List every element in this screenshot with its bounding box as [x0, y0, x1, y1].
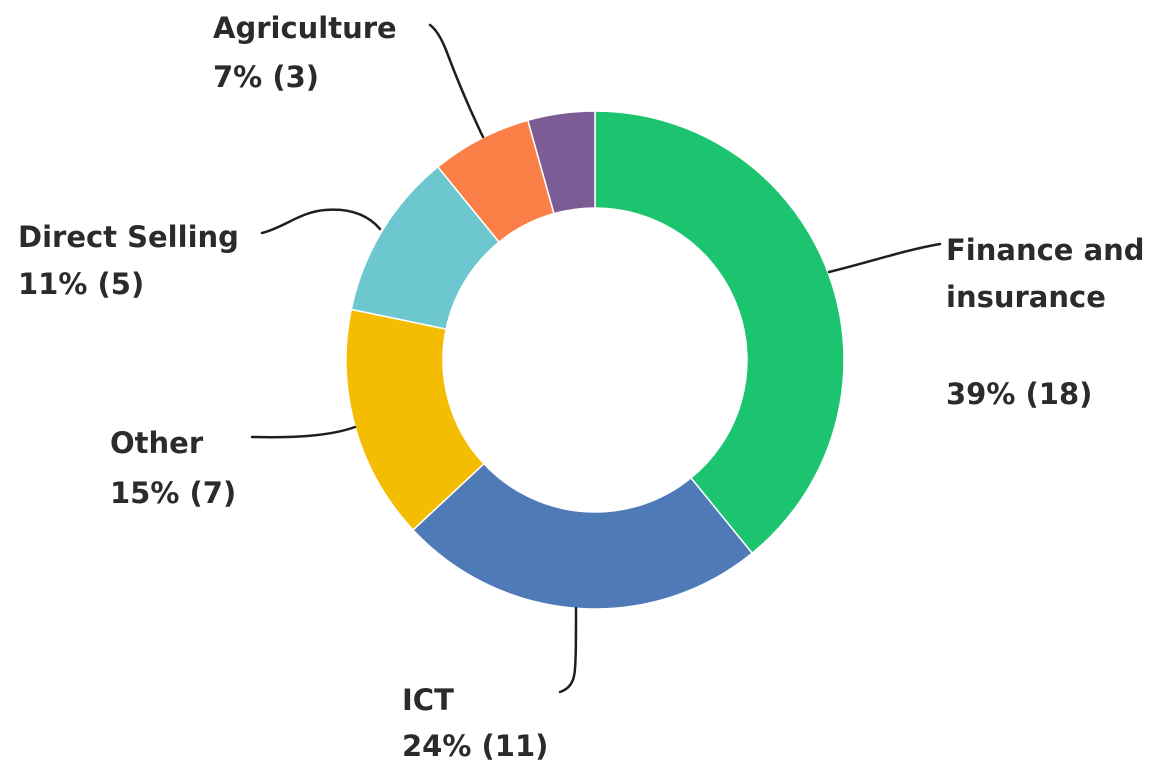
donut-slices	[345, 110, 845, 610]
donut-slice-finance-and-insurance	[594, 110, 845, 555]
slice-value-agriculture: 7% (3)	[213, 60, 319, 94]
slice-value-finance: 39% (18)	[946, 377, 1092, 411]
slice-value-direct-selling: 11% (5)	[18, 267, 144, 301]
slice-value-ict: 24% (11)	[402, 729, 548, 763]
leader-line-other	[250, 425, 357, 439]
donut-slice-unlabeled	[526, 110, 596, 215]
leader-line-direct-selling	[260, 208, 382, 235]
slice-label-agriculture: Agriculture	[213, 11, 397, 45]
leader-line-agriculture	[428, 23, 485, 139]
slice-label-other: Other	[110, 426, 204, 460]
slice-label-direct-selling: Direct Selling	[18, 220, 239, 254]
leader-line-ict	[558, 606, 578, 694]
leader-lines	[250, 23, 942, 694]
leader-line-finance	[827, 242, 942, 274]
slice-label-ict: ICT	[402, 683, 454, 717]
donut-slice-ict	[411, 462, 754, 610]
slice-value-other: 15% (7)	[110, 476, 236, 510]
slice-labels: Finance and insurance 39% (18) ICT 24% (…	[18, 11, 1145, 763]
slice-label-finance-line-1: Finance and	[946, 233, 1145, 267]
slice-label-finance-line-2: insurance	[946, 280, 1106, 314]
